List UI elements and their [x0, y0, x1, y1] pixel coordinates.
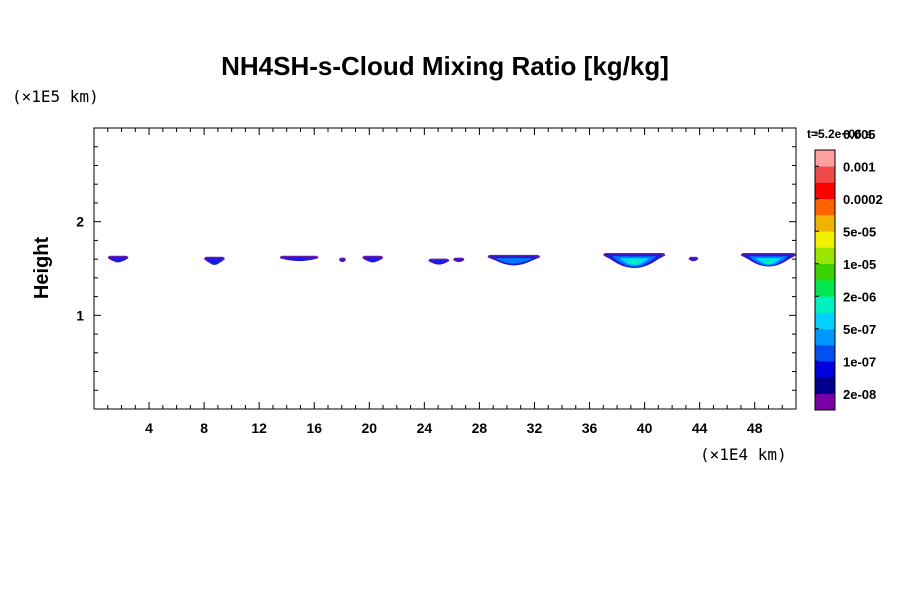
cloud-patch-level	[690, 258, 697, 261]
cloud-patch	[453, 257, 465, 263]
x-tick-label: 20	[362, 420, 378, 436]
cloud-patch	[688, 256, 699, 262]
colorbar-label: 5e-07	[843, 322, 876, 337]
cloud-patch	[279, 255, 319, 262]
colorbar-label: 2e-06	[843, 289, 876, 304]
cloud-patch-level	[281, 257, 317, 262]
colorbar-swatch	[815, 150, 835, 167]
plot-frame	[93, 127, 797, 410]
x-tick-label: 40	[637, 420, 653, 436]
colorbar-swatch	[815, 215, 835, 232]
colorbar-label: 5e-05	[843, 224, 876, 239]
colorbar-label: 1e-05	[843, 257, 876, 272]
y-tick-label: 2	[76, 214, 84, 230]
colorbar-frame	[814, 149, 836, 411]
cloud-patch	[428, 258, 450, 265]
colorbar: 2e-08 1e-07 5e-07 2e-06 1e-05 5e-05 0.0002 0.00…	[814, 127, 883, 411]
x-tick-label: 12	[251, 420, 267, 436]
cloud-patch	[339, 257, 346, 263]
colorbar-swatch	[815, 231, 835, 248]
colorbar-swatch	[815, 328, 835, 346]
colorbar-swatch	[815, 361, 835, 378]
cloud-patch-level	[495, 258, 533, 264]
colorbar-label: 0.005	[843, 127, 876, 142]
colorbar-swatch	[815, 247, 835, 265]
cloud-patch	[603, 252, 666, 268]
x-tick-label: 48	[747, 420, 763, 436]
cloud-patch	[107, 255, 129, 263]
cloud-patch-level	[340, 259, 345, 262]
cloud-patch-level	[363, 257, 382, 263]
y-axis-label: Height	[31, 237, 53, 300]
colorbar-swatch	[815, 377, 835, 395]
y-tick-label: 1	[76, 307, 84, 323]
x-tick-label: 24	[417, 420, 433, 436]
cloud-patch-level	[429, 260, 448, 265]
colorbar-swatch	[815, 263, 835, 281]
y-unit-label: (×1E5 km)	[12, 87, 99, 106]
chart-title: NH4SH-s-Cloud Mixing Ratio [kg/kg]	[221, 51, 669, 81]
colorbar-swatch	[815, 296, 835, 313]
colorbar-label: 0.001	[843, 159, 876, 174]
x-tick-label: 32	[527, 420, 543, 436]
x-tick-label: 44	[692, 420, 708, 436]
colorbar-swatch	[815, 166, 835, 183]
colorbar-label: 2e-08	[843, 387, 876, 402]
x-tick-label: 16	[306, 420, 322, 436]
colorbar-label: 0.0002	[843, 192, 883, 207]
cloud-patch	[362, 255, 384, 263]
colorbar-label: 1e-07	[843, 354, 876, 369]
colorbar-swatch	[815, 312, 835, 330]
colorbar-swatch	[815, 198, 835, 216]
colorbar-swatch	[815, 393, 835, 411]
x-tick-label: 28	[472, 420, 488, 436]
x-tick-label: 8	[200, 420, 208, 436]
cloud-patch	[204, 256, 225, 265]
cloud-patch-level	[205, 258, 224, 265]
cloud-patch-level	[109, 257, 127, 263]
cloud-patch-level	[627, 259, 642, 265]
cloud-patch	[740, 252, 796, 267]
time-label: t=5.2e+06 s	[807, 127, 872, 141]
colorbar-swatch	[815, 345, 835, 362]
cloud-patch	[487, 254, 540, 266]
x-tick-label: 4	[145, 420, 153, 436]
colorbar-swatch	[815, 182, 835, 200]
cloud-patch-level	[762, 259, 775, 264]
cloud-patch-level	[454, 259, 463, 262]
colorbar-swatch	[815, 280, 835, 297]
x-unit-label: (×1E4 km)	[700, 445, 787, 464]
x-tick-label: 36	[582, 420, 598, 436]
